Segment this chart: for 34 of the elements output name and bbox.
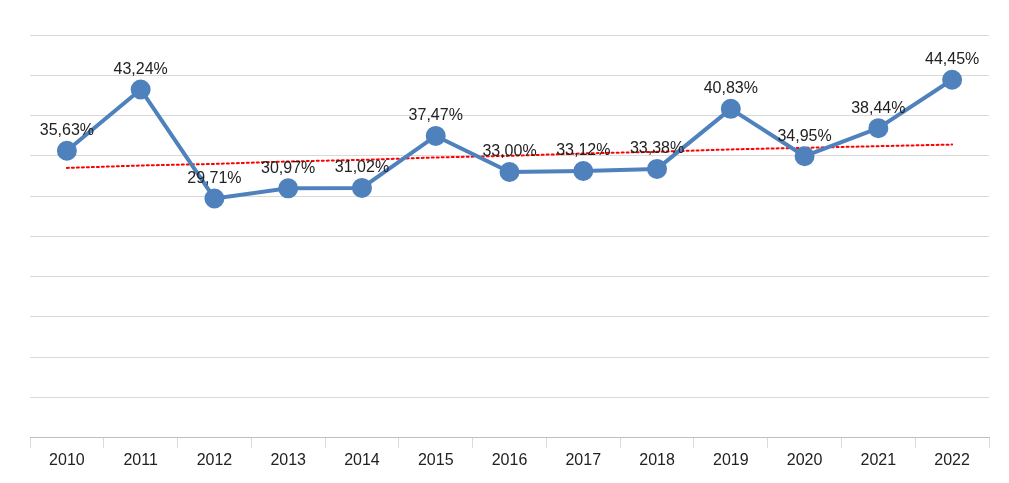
x-tick-label: 2017 <box>565 450 602 468</box>
data-label: 38,44% <box>851 98 906 116</box>
x-tick-label: 2015 <box>417 450 454 468</box>
data-label: 34,95% <box>777 126 832 144</box>
x-tick-label: 2016 <box>491 450 528 468</box>
x-tick-label: 2013 <box>270 450 307 468</box>
point <box>573 160 594 181</box>
x-tick-label: 2012 <box>196 450 233 468</box>
point <box>351 177 372 198</box>
point <box>204 188 225 209</box>
data-label: 44,45% <box>924 50 980 68</box>
x-tick-label: 2011 <box>123 450 158 468</box>
point <box>794 146 815 167</box>
data-label: 37,47% <box>408 106 463 124</box>
point <box>425 125 446 146</box>
point <box>868 118 889 139</box>
point <box>278 178 299 199</box>
x-tick-label: 2021 <box>860 450 897 468</box>
data-label: 40,83% <box>703 79 758 97</box>
point <box>130 79 151 100</box>
x-tick-label: 2019 <box>713 450 749 468</box>
x-tick-label: 2018 <box>639 450 675 468</box>
point <box>647 158 668 179</box>
data-label: 31,02% <box>334 158 390 176</box>
x-tick-label: 2014 <box>344 450 380 468</box>
point <box>720 98 741 119</box>
point <box>499 161 520 182</box>
point <box>942 69 963 90</box>
data-label: 43,24% <box>113 59 168 77</box>
x-tick-label: 2020 <box>786 450 823 468</box>
data-label: 30,97% <box>261 158 316 176</box>
x-tick-label: 2022 <box>934 450 971 468</box>
x-tick-label: 2010 <box>49 450 85 468</box>
point <box>56 140 77 161</box>
